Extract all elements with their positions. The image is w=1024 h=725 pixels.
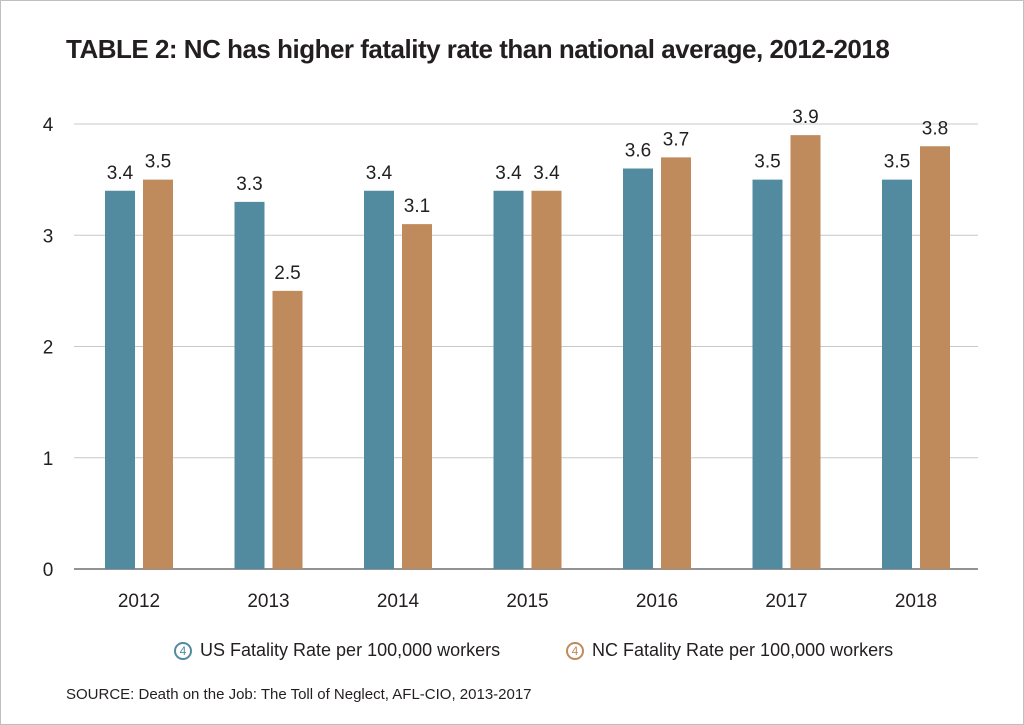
y-tick-label: 0 (43, 560, 54, 581)
y-axis-ticks: 0 1 2 3 4 (43, 115, 54, 581)
y-tick-label: 2 (43, 338, 54, 359)
bar-nc (272, 290, 303, 569)
data-label-us: 3.6 (625, 141, 651, 162)
legend-item-us: 4 US Fatality Rate per 100,000 workers (174, 640, 500, 661)
bar-nc (402, 224, 432, 569)
x-tick-label: 2016 (636, 591, 678, 612)
bar-us (493, 190, 524, 569)
data-label-us: 3.4 (495, 163, 522, 184)
chart-title: TABLE 2: NC has higher fatality rate tha… (66, 34, 890, 64)
x-tick-label: 2018 (895, 591, 937, 612)
data-label-us: 3.4 (366, 163, 393, 184)
x-tick-label: 2017 (765, 591, 807, 612)
legend-item-nc: 4 NC Fatality Rate per 100,000 workers (566, 640, 893, 661)
y-tick-label: 3 (43, 226, 54, 247)
data-label-nc: 3.7 (663, 129, 689, 150)
gridlines (74, 123, 978, 570)
data-label-us: 3.3 (236, 174, 262, 195)
data-label-nc: 3.4 (533, 163, 560, 184)
data-label-us: 3.4 (107, 163, 134, 184)
x-tick-label: 2015 (506, 591, 548, 612)
bar-nc (790, 135, 821, 569)
legend-label-us: US Fatality Rate per 100,000 workers (200, 640, 501, 660)
legend: 4 US Fatality Rate per 100,000 workers 4… (0, 640, 1024, 674)
legend-marker-us: 4 (174, 641, 192, 660)
bar-nc (661, 157, 691, 569)
y-tick-label: 1 (43, 449, 54, 470)
data-label-us: 3.5 (884, 152, 910, 173)
bar-us (105, 190, 135, 569)
x-tick-label: 2012 (118, 591, 160, 612)
data-label-us: 3.5 (754, 152, 780, 173)
x-tick-label: 2013 (247, 591, 289, 612)
bar-us (234, 201, 265, 569)
bar-us (752, 179, 783, 569)
bar-us (364, 190, 394, 569)
data-label-nc: 3.9 (792, 107, 818, 128)
x-tick-label: 2014 (377, 591, 420, 612)
data-label-nc: 2.5 (274, 263, 300, 284)
data-labels: 3.4 3.5 3.3 2.5 3.4 3.1 3.4 3.4 3.6 3.7 3.5 3.9 3.5 3… (107, 107, 948, 284)
bar-nc (531, 190, 562, 569)
bars (105, 135, 950, 569)
legend-marker-nc: 4 (566, 641, 584, 660)
y-tick-label: 4 (43, 115, 54, 136)
source-note: SOURCE: Death on the Job: The Toll of Ne… (66, 686, 532, 703)
data-label-nc: 3.1 (404, 196, 430, 217)
legend-label-nc: NC Fatality Rate per 100,000 workers (592, 640, 894, 660)
x-axis-ticks: 2012 2013 2014 2015 2016 2017 2018 (118, 591, 937, 612)
bar-nc (143, 179, 173, 569)
data-label-nc: 3.5 (145, 152, 171, 173)
bar-nc (920, 146, 950, 569)
bar-us (882, 179, 912, 569)
data-label-nc: 3.8 (922, 118, 948, 139)
bar-us (623, 168, 653, 569)
